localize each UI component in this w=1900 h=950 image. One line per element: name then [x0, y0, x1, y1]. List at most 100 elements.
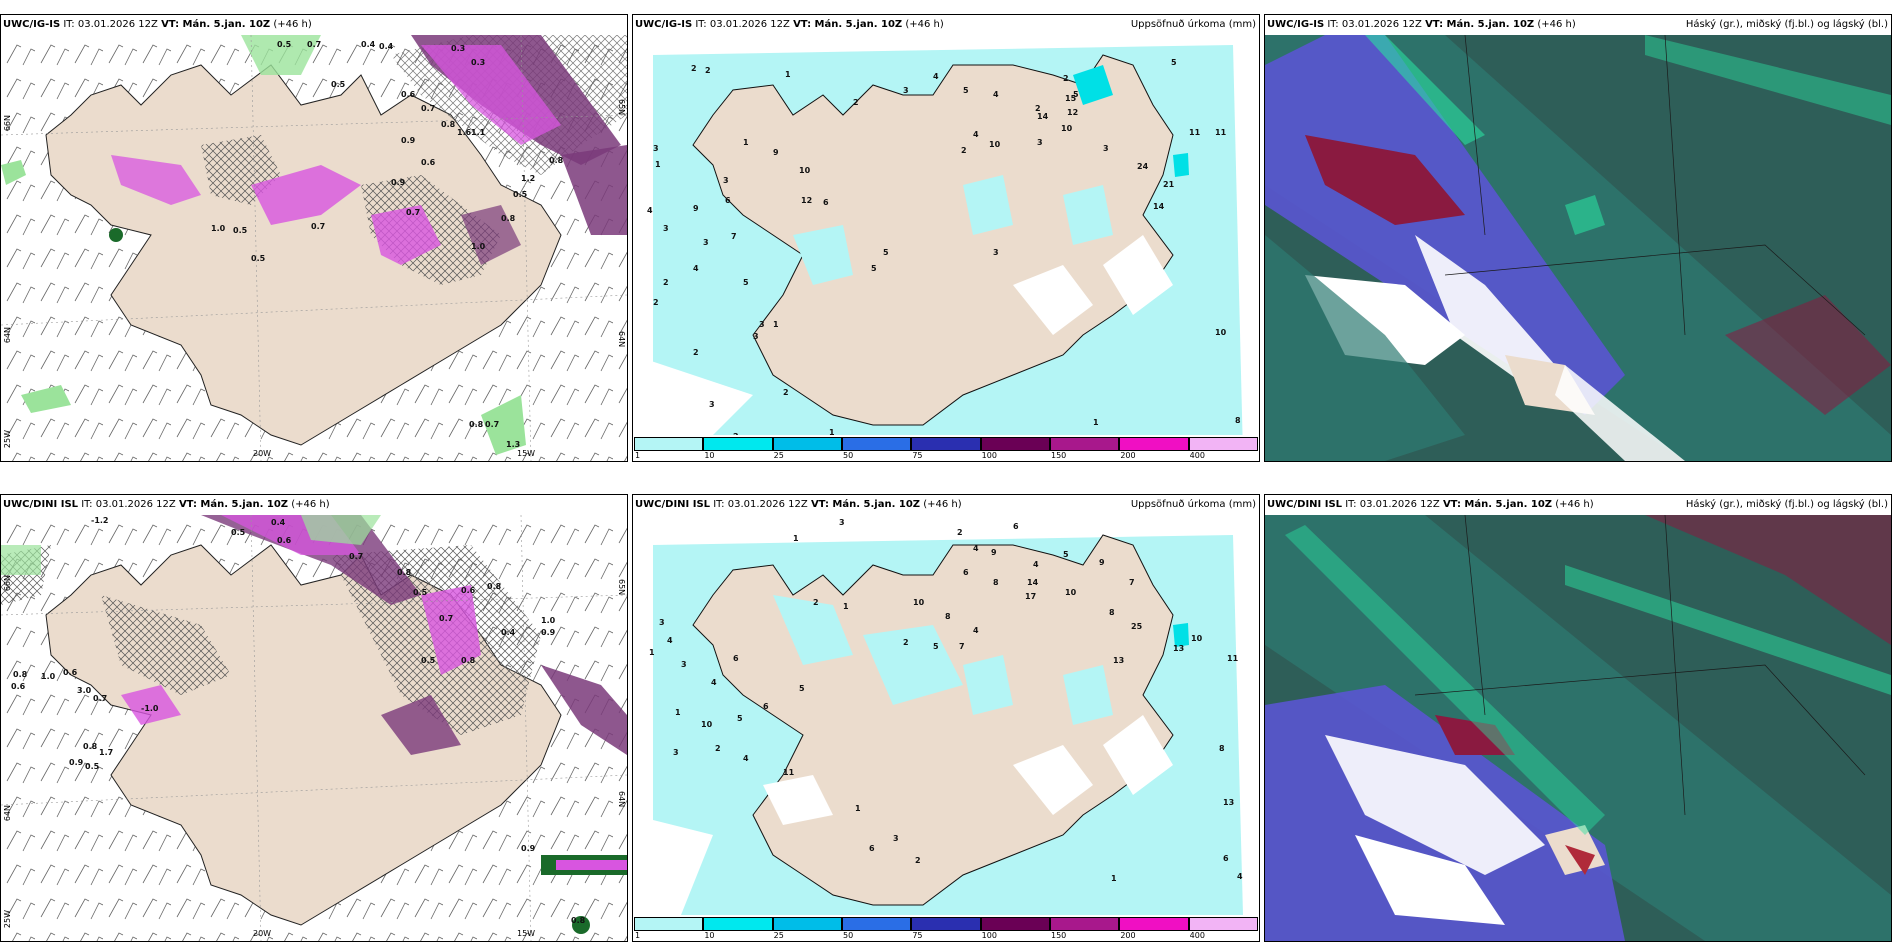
model-name: UWC/DINI ISL	[1267, 499, 1343, 510]
valid-time: VT: Mán. 5.jan. 10Z	[161, 19, 271, 30]
axis-lon-label: 25W	[3, 910, 12, 929]
init-time: IT: 03.01.2026 12Z	[1327, 19, 1422, 30]
precip-label: 0.5	[231, 528, 246, 537]
precip-label: 14	[1027, 578, 1039, 587]
precip-label: 24	[1137, 162, 1149, 171]
precip-label: 0.7	[421, 104, 435, 113]
precip-label: 7	[731, 232, 737, 241]
precip-label: 9	[1099, 558, 1105, 567]
precip-label: 1	[785, 70, 791, 79]
precip-label: 1.0	[211, 224, 226, 233]
precip-label: 1.0	[471, 242, 486, 251]
map-area[interactable]: 3 1 2 4 6 9 4 5 10 6 8 8 14 17 10 9 7 8 …	[633, 515, 1259, 941]
precip-label: 11	[783, 768, 795, 777]
precip-label: 14	[1153, 202, 1165, 211]
lead-time: (+46 h)	[1555, 499, 1594, 510]
precip-label: 5	[799, 684, 805, 693]
precip-label: 3	[759, 320, 765, 329]
colorbar-tick-label: 1	[635, 451, 641, 460]
precip-label: 25	[1131, 622, 1143, 631]
colorbar-swatch	[772, 437, 842, 451]
lead-time: (+46 h)	[273, 19, 312, 30]
map-area[interactable]: 2 2 1 2 4 3 5 4 2 3 4 5 3 2 15 12 10 14 …	[633, 35, 1259, 461]
precip-label: 1	[743, 138, 749, 147]
precip-label: 0.6	[421, 158, 436, 167]
precip-label: 0.7	[485, 420, 499, 429]
colorbar-tick-label: 400	[1189, 451, 1205, 460]
colorbar-tick-label: 10	[704, 931, 715, 940]
panel-header: UWC/DINI ISL IT: 03.01.2026 12Z VT: Mán.…	[1, 495, 627, 515]
precip-label: 8	[945, 612, 951, 621]
map-area[interactable]	[1265, 35, 1891, 461]
precip-label: 3	[681, 660, 687, 669]
precip-label: 2	[1035, 104, 1041, 113]
precip-label: 0.6	[277, 536, 292, 545]
precip-label: 0.6	[11, 682, 26, 691]
precip-label: 1.0	[541, 616, 556, 625]
wind-precip-map: -1.2 0.5 0.4 0.6 0.7 0.8 0.5 0.6 0.8 0.7…	[1, 515, 627, 941]
colorbar-tick-label: 400	[1189, 931, 1205, 940]
precip-label: 10	[1065, 588, 1077, 597]
precip-label: 0.8	[461, 656, 476, 665]
map-area[interactable]: -1.2 0.5 0.4 0.6 0.7 0.8 0.5 0.6 0.8 0.7…	[1, 515, 627, 941]
colorbar: 1 10 25 50 75 100 150 200 400	[633, 435, 1259, 461]
precip-label: 2	[783, 388, 789, 397]
colorbar-swatch	[1188, 917, 1258, 931]
precip-label: 2	[813, 598, 819, 607]
precip-label: 2	[705, 66, 711, 75]
panel-header: UWC/IG-IS IT: 03.01.2026 12Z VT: Mán. 5.…	[633, 15, 1259, 35]
precip-label: 0.7	[439, 614, 453, 623]
colorbar-swatch	[1188, 437, 1258, 451]
precip-label: 11	[1227, 654, 1239, 663]
colorbar-tick-label: 200	[1120, 451, 1136, 460]
panel-header: UWC/DINI ISL IT: 03.01.2026 12Z VT: Mán.…	[633, 495, 1259, 515]
axis-lat-label: 65N	[617, 99, 626, 116]
precip-label: 1.2	[521, 174, 535, 183]
axis-lat-label: 65N	[617, 579, 626, 596]
precip-label: 4	[743, 754, 749, 763]
precip-label: 3	[1103, 144, 1109, 153]
lead-time: (+46 h)	[905, 19, 944, 30]
precip-label: 0.6	[401, 90, 416, 99]
axis-lat-label: 64N	[3, 327, 12, 344]
precip-label: 5	[963, 86, 969, 95]
colorbar-tick-label: 25	[773, 451, 784, 460]
colorbar-swatch	[634, 437, 704, 451]
precip-label: 4	[933, 72, 939, 81]
precip-label: 1.3	[506, 440, 520, 449]
precip-label: 1	[855, 804, 861, 813]
colorbar-swatch	[772, 917, 842, 931]
precip-label: 10	[1215, 328, 1227, 337]
precip-label: 4	[1237, 872, 1243, 881]
colorbar-tick-label: 25	[773, 931, 784, 940]
precip-label: 3	[1037, 138, 1043, 147]
colorbar-swatch	[980, 917, 1050, 931]
colorbar-swatch	[1119, 917, 1189, 931]
precip-label: 0.5	[413, 588, 428, 597]
precip-label: 6	[869, 844, 875, 853]
map-area[interactable]: 0.5 0.7 0.4 0.4 0.3 0.3 0.5 0.6 0.7 0.8 …	[1, 35, 627, 461]
precip-label: 5	[933, 642, 939, 651]
precip-label: 15	[1065, 94, 1077, 103]
precip-label: 8	[993, 578, 999, 587]
land-iceland	[45, 64, 562, 446]
panel-ig-precip-wind: UWC/IG-IS IT: 03.01.2026 12Z VT: Mán. 5.…	[0, 14, 628, 462]
precip-label: 12	[1067, 108, 1078, 117]
precip-label: 0.4	[271, 518, 286, 527]
precip-label: 6	[963, 568, 969, 577]
precip-label: 6	[1223, 854, 1229, 863]
precip-label: 0.7	[311, 222, 325, 231]
precip-label: 3	[993, 248, 999, 257]
precip-label: 4	[973, 626, 979, 635]
precip-label: 0.4	[501, 628, 516, 637]
precip-label: 14	[1037, 112, 1049, 121]
precip-label: 0.9	[391, 178, 406, 187]
precip-label: -1.0	[141, 704, 159, 713]
precip-label: 2	[715, 744, 721, 753]
precip-label: 3	[893, 834, 899, 843]
precip-label: 0.7	[307, 40, 321, 49]
precip-label: 0.7	[406, 208, 420, 217]
map-area[interactable]	[1265, 515, 1891, 941]
precip-label: 0.4	[361, 40, 376, 49]
valid-time: VT: Mán. 5.jan. 10Z	[178, 499, 289, 510]
